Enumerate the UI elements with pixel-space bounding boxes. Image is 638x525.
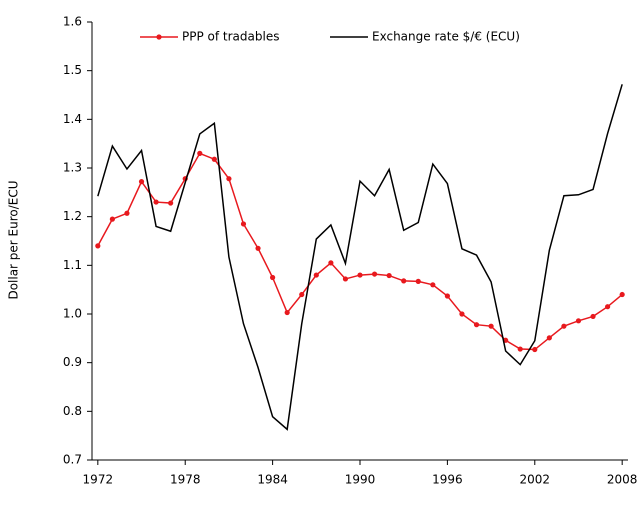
marker	[619, 291, 625, 298]
y-tick-label: 1.4	[63, 112, 82, 126]
marker	[109, 216, 115, 222]
marker	[488, 323, 494, 329]
y-tick-label: 0.8	[63, 404, 82, 418]
marker	[284, 309, 290, 316]
marker	[197, 150, 203, 156]
x-tick-label: 2002	[520, 473, 551, 487]
y-tick-label: 1.1	[63, 258, 82, 272]
marker	[532, 346, 538, 353]
marker	[270, 274, 276, 281]
marker	[240, 221, 247, 227]
marker	[255, 245, 261, 251]
marker	[415, 278, 421, 284]
marker	[473, 322, 480, 328]
legend-label: Exchange rate $/€ (ECU)	[372, 30, 520, 44]
legend-marker	[156, 34, 162, 40]
marker	[444, 293, 450, 299]
marker	[357, 272, 363, 278]
marker	[226, 176, 232, 182]
marker	[590, 313, 596, 320]
marker	[313, 272, 319, 278]
marker	[168, 200, 174, 206]
marker	[459, 311, 465, 317]
series-line	[97, 84, 623, 431]
marker	[561, 323, 567, 329]
marker	[211, 156, 217, 162]
marker	[371, 271, 378, 277]
y-tick-label: 1.5	[63, 63, 82, 77]
marker	[95, 243, 101, 249]
marker	[328, 260, 334, 266]
y-tick-label: 0.7	[63, 453, 82, 467]
y-tick-label: 1.2	[63, 209, 82, 223]
marker	[138, 179, 145, 185]
y-tick-label: 1.0	[63, 307, 82, 321]
marker	[401, 278, 407, 284]
x-tick-label: 1996	[432, 473, 463, 487]
y-axis-label: Dollar per Euro/ECU	[7, 180, 21, 299]
marker	[299, 291, 305, 298]
x-tick-label: 1978	[170, 473, 201, 487]
y-tick-label: 0.9	[63, 355, 82, 369]
marker	[575, 318, 582, 324]
marker	[342, 276, 349, 282]
marker	[386, 272, 392, 279]
y-tick-label: 1.3	[63, 161, 82, 175]
marker	[605, 304, 611, 310]
marker	[430, 282, 436, 288]
marker	[124, 210, 130, 216]
marker	[153, 199, 159, 205]
x-tick-label: 2008	[607, 473, 638, 487]
x-tick-label: 1984	[257, 473, 288, 487]
x-tick-label: 1990	[345, 473, 376, 487]
marker	[517, 346, 523, 352]
legend-label: PPP of tradables	[182, 30, 279, 44]
marker	[546, 335, 552, 341]
x-tick-label: 1972	[83, 473, 114, 487]
y-tick-label: 1.6	[63, 15, 82, 29]
